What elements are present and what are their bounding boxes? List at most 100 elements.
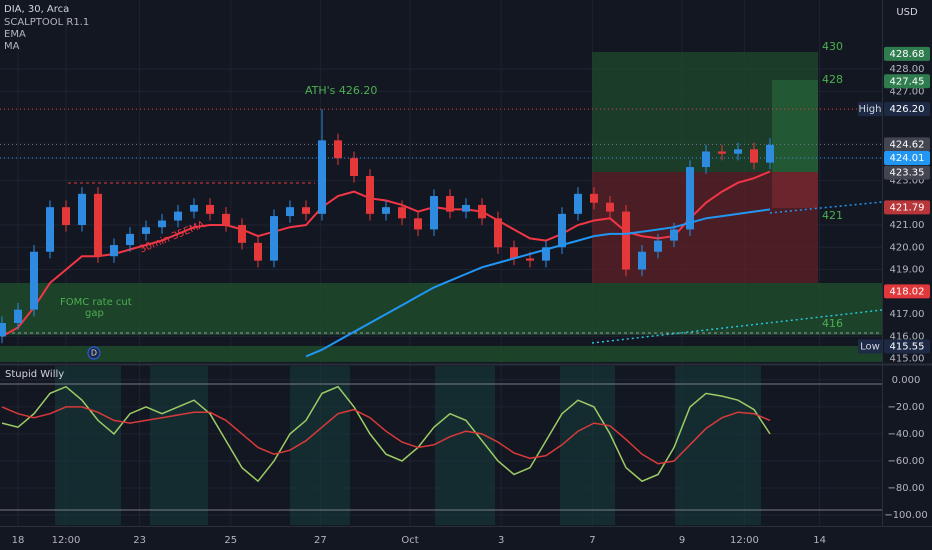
time-label: 12:00 — [52, 535, 81, 546]
candle-body — [270, 216, 278, 261]
osc-label: 0.000 — [892, 375, 921, 386]
candle-body — [286, 207, 294, 217]
low-zone — [0, 346, 882, 362]
candle-body — [478, 204, 486, 219]
candle-body — [430, 196, 438, 230]
candle-body — [622, 211, 630, 270]
level-label: 428 — [822, 73, 843, 86]
candle-body — [734, 149, 742, 154]
candle-body — [686, 167, 694, 230]
osc-zone — [55, 366, 121, 525]
stop-box-inner — [772, 172, 818, 208]
candle-body — [78, 193, 86, 225]
osc-title: Stupid Willy — [5, 369, 64, 380]
price-tag-label: 423.35 — [890, 168, 925, 179]
candle-body — [590, 193, 598, 203]
annotation: ATH's 426.20 — [305, 84, 377, 97]
candle-body — [254, 242, 262, 261]
time-label: 23 — [133, 535, 146, 546]
candle-body — [206, 204, 214, 214]
candle-body — [462, 204, 470, 212]
candle-body — [718, 151, 726, 154]
price-tag-label: 418.02 — [890, 286, 925, 297]
price-label: 421.00 — [890, 220, 925, 231]
price-tag — [884, 150, 930, 165]
level-label: 421 — [822, 209, 843, 222]
candle-body — [14, 309, 22, 324]
currency[interactable]: USD — [896, 7, 918, 18]
tag-name-box — [858, 102, 882, 117]
indicator: EMA — [4, 29, 26, 40]
osc-zone — [675, 366, 761, 525]
candle-body — [238, 224, 246, 243]
price-tag-label: 426.20 — [890, 104, 925, 115]
price-tag — [884, 339, 930, 354]
tag-name-box — [858, 339, 882, 354]
annotation: D — [91, 349, 97, 358]
price-tag-label: 424.62 — [890, 139, 925, 150]
osc-zone — [150, 366, 208, 525]
candle-body — [350, 158, 358, 176]
time-label: 27 — [314, 535, 327, 546]
candle-body — [334, 140, 342, 159]
time-label: 18 — [12, 535, 25, 546]
price-label: 417.00 — [890, 309, 925, 320]
price-label: 420.00 — [890, 242, 925, 253]
candle-body — [494, 218, 502, 248]
price-tag-label: 421.79 — [890, 202, 925, 213]
level-label: 430 — [822, 40, 843, 53]
price-tag-label: 428.68 — [890, 49, 925, 60]
candle-body — [62, 207, 70, 225]
target-box-inner — [772, 80, 818, 172]
price-tag — [884, 165, 930, 180]
candle-body — [190, 204, 198, 212]
candle-body — [766, 144, 774, 163]
candle-body — [366, 175, 374, 214]
symbol: DIA, 30, Arca — [4, 4, 69, 15]
osc-line — [1, 406, 771, 465]
osc-label: −80.00 — [887, 483, 924, 494]
candle-body — [0, 323, 6, 337]
candle-body — [606, 202, 614, 212]
time-label: 12:00 — [730, 535, 759, 546]
candle-body — [94, 193, 102, 257]
price-label: 427.00 — [890, 86, 925, 97]
annotation: gap — [85, 308, 104, 319]
candle-body — [142, 227, 150, 234]
osc-label: −40.00 — [887, 429, 924, 440]
gap-zone — [0, 283, 882, 335]
time-label: 3 — [498, 535, 504, 546]
candle-body — [158, 220, 166, 228]
candle-body — [558, 213, 566, 248]
candle-body — [510, 247, 518, 259]
osc-label: −20.00 — [887, 402, 924, 413]
price-tag — [884, 200, 930, 215]
time-label: 14 — [813, 535, 826, 546]
price-label: 415.00 — [890, 354, 925, 365]
candle-body — [398, 207, 406, 219]
level-label: 416 — [822, 317, 843, 330]
marker — [87, 346, 101, 360]
osc-label: −100.00 — [884, 510, 927, 521]
time-label: 25 — [224, 535, 237, 546]
indicator: MA — [4, 41, 20, 52]
price-label: 423.00 — [890, 175, 925, 186]
candle-body — [174, 211, 182, 221]
candle-body — [542, 247, 550, 261]
candle-body — [670, 229, 678, 241]
candle-body — [30, 251, 38, 310]
candle-body — [414, 218, 422, 230]
candle-body — [446, 196, 454, 212]
price-label: 419.00 — [890, 265, 925, 276]
time-label: 7 — [589, 535, 595, 546]
trend-line — [769, 201, 883, 214]
price-label: 416.00 — [890, 331, 925, 342]
candle-body — [750, 149, 758, 163]
osc-zone — [290, 366, 350, 525]
indicator: SCALPTOOL R1.1 — [4, 17, 89, 28]
price-tag — [884, 284, 930, 299]
tag-name: Low — [860, 341, 880, 352]
candle-body — [46, 207, 54, 252]
time-label: 9 — [679, 535, 685, 546]
